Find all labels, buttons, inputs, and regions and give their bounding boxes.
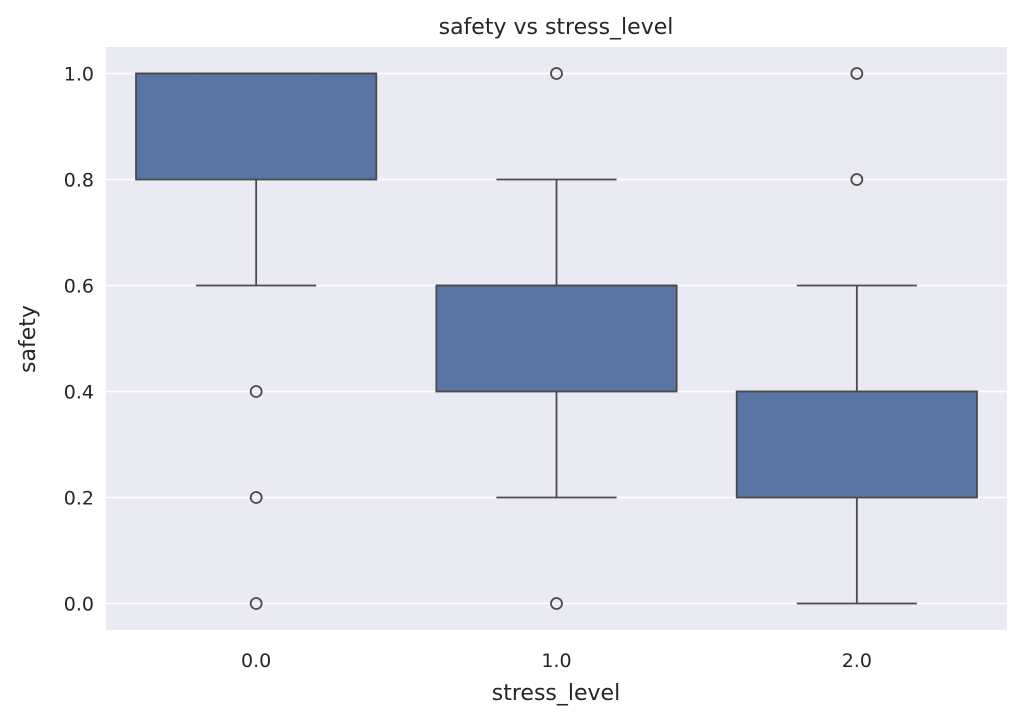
box — [735, 390, 978, 499]
outlier-point — [850, 173, 864, 186]
y-tick-label: 0.6 — [64, 276, 94, 298]
box — [435, 284, 678, 393]
box — [135, 72, 378, 181]
x-tick-label: 1.0 — [541, 650, 571, 672]
y-tick-label: 0.2 — [64, 488, 94, 510]
outlier-point — [249, 385, 263, 398]
y-tick-label: 0.8 — [64, 170, 94, 192]
outlier-point — [249, 491, 263, 504]
y-tick-label: 0.0 — [64, 594, 94, 616]
y-axis-label: safety — [16, 305, 41, 373]
chart-title: safety vs stress_level — [439, 15, 674, 40]
outlier-point — [550, 67, 563, 80]
outlier-point — [850, 67, 864, 80]
y-axis-ticks: 0.0 0.2 0.4 0.6 0.8 1.0 — [64, 64, 94, 616]
x-axis-label: stress_level — [492, 681, 620, 706]
y-tick-label: 0.4 — [64, 382, 94, 404]
x-tick-label: 2.0 — [842, 650, 872, 672]
y-tick-label: 1.0 — [64, 64, 94, 86]
outlier-point — [550, 597, 563, 610]
outlier-point — [249, 597, 263, 610]
box-group — [735, 67, 978, 605]
x-axis-ticks: 0.0 1.0 2.0 — [241, 650, 872, 672]
box-group — [435, 67, 678, 610]
box-group — [135, 72, 378, 610]
x-tick-label: 0.0 — [241, 650, 271, 672]
box-plots — [135, 67, 978, 610]
